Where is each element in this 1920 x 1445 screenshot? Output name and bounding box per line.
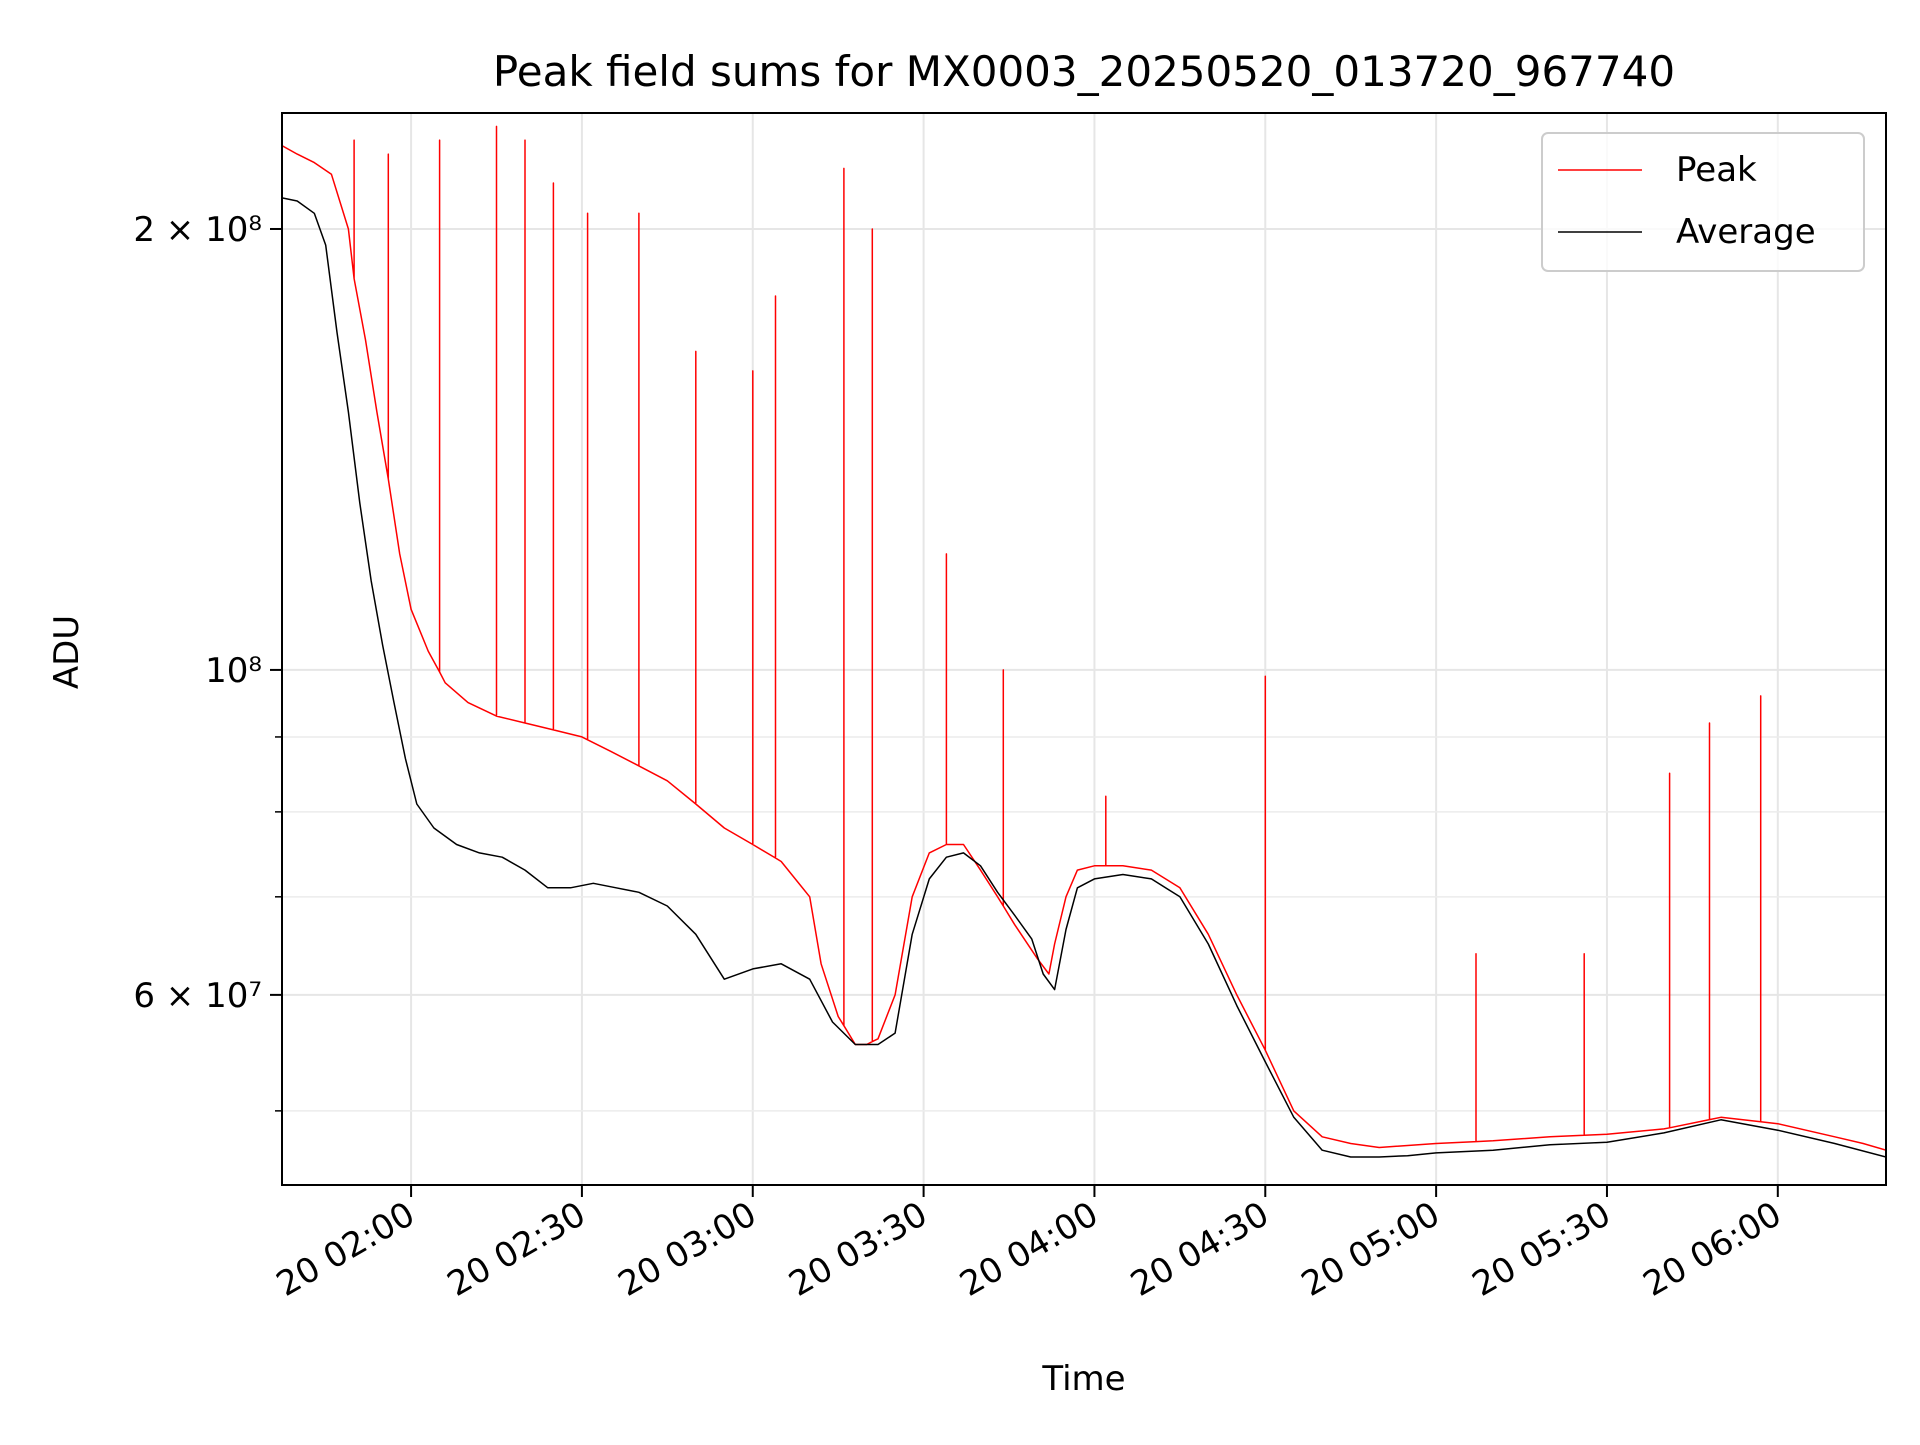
x-axis-label: Time: [1041, 1359, 1125, 1399]
y-axis-label: ADU: [47, 615, 87, 689]
y-tick-label: 6 × 10⁷: [133, 976, 262, 1016]
series-line-peak: [282, 125, 1886, 1151]
legend: Peak Average: [1541, 132, 1865, 272]
legend-label-average: Average: [1676, 212, 1816, 252]
plot-frame: [281, 112, 1887, 1186]
legend-label-peak: Peak: [1676, 150, 1757, 190]
y-tick-label: 10⁸: [205, 651, 262, 691]
y-tick-label: 2 × 10⁸: [133, 210, 262, 250]
series-line-average: [282, 197, 1886, 1158]
legend-box: [1541, 132, 1865, 272]
chart-title: Peak field sums for MX0003_20250520_0137…: [493, 47, 1675, 96]
